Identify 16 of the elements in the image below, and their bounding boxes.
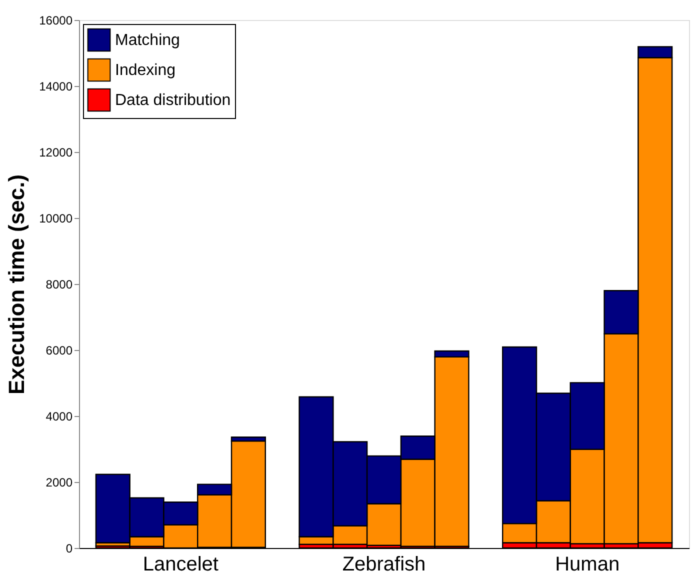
y-tick-label: 8000 [46, 278, 73, 292]
y-tick-label: 6000 [46, 344, 73, 358]
legend-label: Matching [115, 32, 180, 49]
legend-label: Data distribution [115, 92, 231, 109]
x-tick-label: Human [555, 554, 620, 576]
y-tick-label: 2000 [46, 476, 73, 490]
y-axis-title: Execution time (sec.) [4, 174, 30, 395]
y-tick-label: 12000 [39, 146, 73, 160]
y-tick-label: 4000 [46, 410, 73, 424]
legend-label: Indexing [115, 62, 176, 79]
x-tick-label: Zebrafish [342, 554, 426, 576]
y-tick-label: 0 [66, 542, 73, 556]
y-tick-label: 10000 [39, 212, 73, 226]
x-tick-label: Lancelet [142, 554, 219, 576]
y-tick-label: 16000 [39, 14, 73, 28]
y-tick-label: 14000 [39, 80, 73, 94]
